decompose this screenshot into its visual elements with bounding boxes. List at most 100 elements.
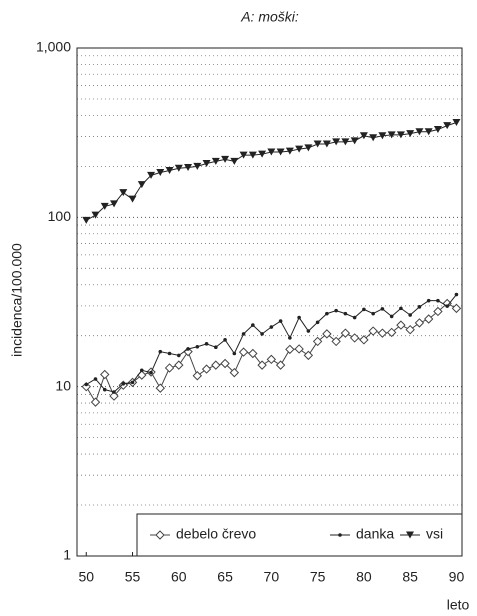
marker (389, 314, 394, 319)
marker (297, 315, 301, 320)
marker (149, 370, 153, 375)
marker (276, 148, 285, 156)
marker (90, 397, 101, 407)
y-tick-label: 10 (55, 377, 71, 393)
marker (406, 531, 414, 539)
marker (230, 157, 239, 165)
marker (165, 167, 174, 175)
marker (193, 162, 202, 170)
marker (359, 132, 368, 140)
marker (174, 360, 184, 370)
marker (408, 313, 412, 317)
marker (164, 363, 175, 373)
x-tick-label: 75 (310, 569, 326, 585)
marker (331, 336, 341, 347)
marker (221, 155, 230, 163)
marker (130, 380, 135, 385)
marker (294, 344, 304, 354)
marker (322, 329, 332, 339)
marker (204, 342, 209, 346)
marker (112, 390, 116, 394)
marker (275, 360, 286, 370)
marker (396, 320, 406, 330)
marker (415, 128, 424, 136)
marker (211, 360, 221, 370)
marker (186, 347, 190, 351)
marker (312, 336, 323, 347)
marker (91, 211, 100, 219)
marker (369, 134, 378, 142)
marker (295, 145, 304, 153)
marker (121, 381, 126, 386)
marker (139, 368, 144, 373)
marker (406, 130, 415, 138)
chart-title: A: moški: (240, 9, 299, 25)
plot-frame (76, 47, 463, 557)
marker (128, 195, 137, 203)
marker (109, 391, 119, 401)
marker (343, 311, 348, 316)
x-tick-label: 50 (78, 569, 94, 585)
marker (147, 171, 156, 179)
marker (192, 371, 203, 381)
marker (202, 159, 211, 167)
marker (377, 328, 388, 338)
marker (426, 298, 431, 303)
marker (306, 329, 311, 333)
marker (220, 358, 230, 369)
marker (303, 350, 314, 361)
marker (371, 311, 375, 316)
y-axis-label: incidenca/100.000 (9, 243, 25, 357)
marker (195, 344, 200, 349)
marker (201, 364, 212, 374)
marker (158, 349, 163, 354)
marker (423, 314, 434, 324)
marker (81, 381, 91, 392)
marker (119, 189, 128, 197)
marker (378, 132, 387, 140)
marker (177, 353, 181, 358)
marker (229, 367, 240, 378)
marker (110, 200, 119, 208)
marker (414, 318, 425, 328)
x-tick-label: 65 (217, 569, 233, 585)
marker (352, 315, 357, 320)
marker (451, 303, 462, 314)
marker (341, 138, 350, 146)
marker (232, 351, 237, 356)
marker (322, 140, 331, 148)
marker (285, 147, 294, 155)
marker (433, 306, 443, 317)
marker (332, 138, 341, 146)
x-tick-label: 85 (402, 569, 418, 585)
legend-label: danka (356, 526, 394, 542)
marker (184, 163, 193, 171)
y-tick-label: 100 (48, 208, 72, 224)
marker (155, 383, 166, 393)
marker (359, 335, 369, 345)
marker (433, 126, 442, 134)
marker (100, 202, 109, 210)
marker (349, 333, 360, 343)
marker (93, 377, 98, 381)
marker (417, 305, 422, 309)
series-line (85, 302, 457, 404)
marker (248, 151, 257, 159)
marker (223, 338, 227, 342)
marker (156, 168, 165, 176)
marker (396, 131, 405, 139)
marker (399, 306, 403, 311)
marker (315, 320, 320, 325)
y-tick-label: 1 (63, 547, 71, 563)
x-tick-label: 55 (125, 569, 141, 585)
marker (278, 319, 283, 323)
marker (82, 216, 91, 224)
marker (454, 292, 459, 297)
marker (260, 332, 264, 336)
marker (155, 530, 165, 540)
marker (241, 332, 246, 336)
marker (443, 122, 452, 130)
marker (267, 148, 276, 156)
marker (313, 140, 322, 148)
